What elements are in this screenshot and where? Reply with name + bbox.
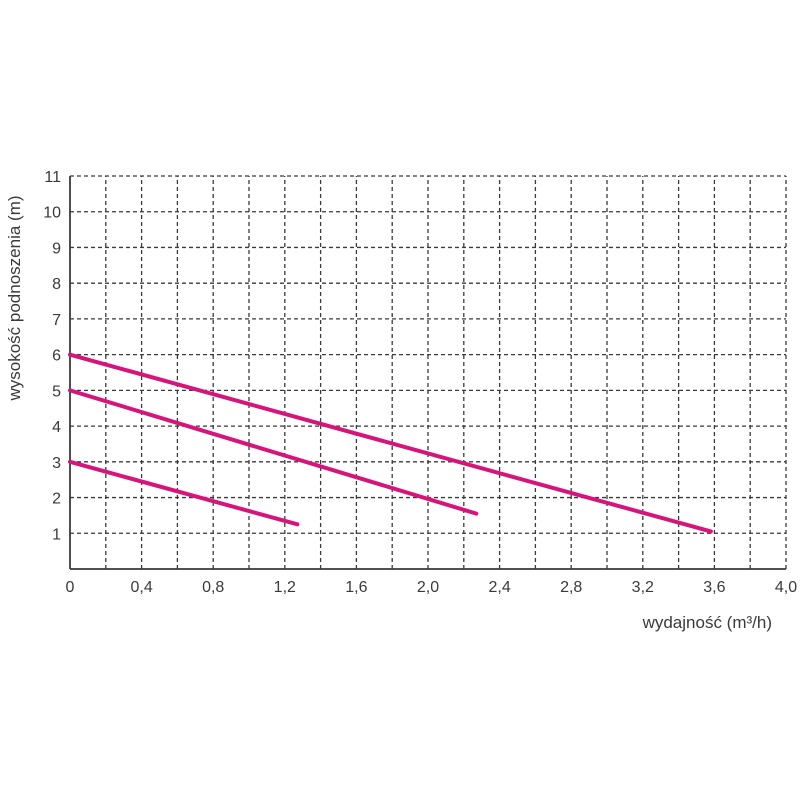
x-axis-title: wydajność (m³/h) — [642, 613, 772, 632]
x-tick-label: 0 — [66, 579, 75, 596]
y-axis-title: wysokość podnoszenia (m) — [5, 195, 24, 401]
y-tick-label: 5 — [52, 383, 61, 400]
y-tick-label: 10 — [43, 205, 61, 222]
series-lines — [68, 352, 713, 534]
x-tick-label: 0,4 — [130, 579, 152, 596]
y-tick-label: 6 — [52, 348, 61, 365]
y-tick-label: 8 — [52, 276, 61, 293]
x-tick-label: 1,6 — [345, 579, 367, 596]
series-line-2 — [68, 388, 479, 516]
x-tick-label: 4,0 — [775, 579, 797, 596]
y-tick-label: 1 — [52, 526, 61, 543]
x-tick-label: 0,8 — [202, 579, 224, 596]
x-tick-label: 3,2 — [632, 579, 654, 596]
y-tick-label: 7 — [52, 312, 61, 329]
y-tick-label: 9 — [52, 240, 61, 257]
y-tick-label: 11 — [44, 169, 61, 186]
tick-labels: 0 0,4 0,8 1,2 1,6 2,0 2,4 2,8 3,2 3,6 4,0 1 2 3 4 5 6 7 8 9… — [43, 169, 797, 596]
y-tick-label: 4 — [52, 419, 61, 436]
x-tick-label: 2,4 — [488, 579, 510, 596]
x-tick-label: 3,6 — [703, 579, 725, 596]
y-tick-label: 3 — [52, 455, 61, 472]
axes — [69, 176, 786, 570]
grid — [70, 175, 787, 569]
series-line-3 — [68, 459, 300, 527]
x-tick-label: 2,0 — [417, 579, 439, 596]
y-tick-label: 2 — [52, 491, 61, 508]
x-tick-label: 2,8 — [560, 579, 582, 596]
series-line-1 — [68, 352, 713, 534]
x-tick-label: 1,2 — [274, 579, 296, 596]
